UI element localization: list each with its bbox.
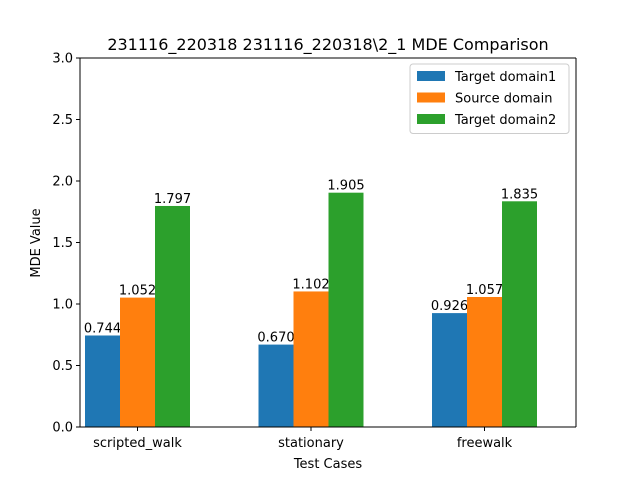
bar-scripted_walk-3 [155, 205, 190, 427]
x-tick-label-scripted_walk: scripted_walk [93, 436, 182, 451]
legend: Target domain1 Source domain Target domain… [409, 63, 570, 134]
legend-swatch-2 [417, 92, 445, 103]
y-tick-label: 2.5 [52, 113, 73, 128]
y-tick-label: 1.0 [52, 298, 73, 313]
plot-area: 0.744 0.670 0.926 1.052 1.102 1.057 1.797 1.905… [52, 52, 577, 451]
legend-label-3: Target domain2 [454, 113, 556, 128]
legend-swatch-3 [417, 114, 445, 124]
bar-stationary-1 [258, 344, 294, 427]
y-tick-label: 1.5 [52, 236, 73, 251]
bar-freewalk-1 [432, 313, 467, 427]
data-label: 0.926 [431, 299, 468, 314]
legend-box [409, 63, 570, 134]
legend-swatch-1 [417, 71, 445, 81]
y-tick-label: 0.0 [52, 421, 73, 436]
data-label: 1.835 [501, 187, 538, 202]
data-label: 1.905 [327, 179, 364, 194]
data-label: 0.744 [84, 321, 121, 336]
legend-label-2: Source domain [455, 92, 552, 107]
y-tick-label: 0.5 [52, 359, 73, 374]
data-label: 1.797 [154, 192, 191, 207]
x-tick-label-stationary: stationary [278, 436, 344, 451]
bar-scripted_walk-1 [85, 335, 120, 427]
data-label: 1.057 [466, 283, 503, 298]
bar-freewalk-2 [467, 296, 502, 427]
y-axis-title: MDE Value [29, 208, 44, 277]
bar-freewalk-3 [502, 201, 537, 427]
legend-label-1: Target domain1 [454, 70, 556, 85]
y-tick-label: 2.0 [52, 175, 73, 190]
x-axis-title: Test Cases [293, 457, 363, 472]
bar-stationary-2 [293, 291, 329, 427]
data-label: 1.052 [119, 284, 156, 299]
data-label: 0.670 [257, 331, 294, 346]
data-label: 1.102 [292, 277, 329, 292]
chart-title: 231116_220318 231116_220318\2_1 MDE Comp… [107, 35, 548, 55]
bar-stationary-3 [328, 192, 364, 427]
y-tick-label: 3.0 [52, 52, 73, 67]
bar-scripted_walk-2 [120, 297, 155, 427]
x-tick-label-freewalk: freewalk [457, 436, 513, 451]
